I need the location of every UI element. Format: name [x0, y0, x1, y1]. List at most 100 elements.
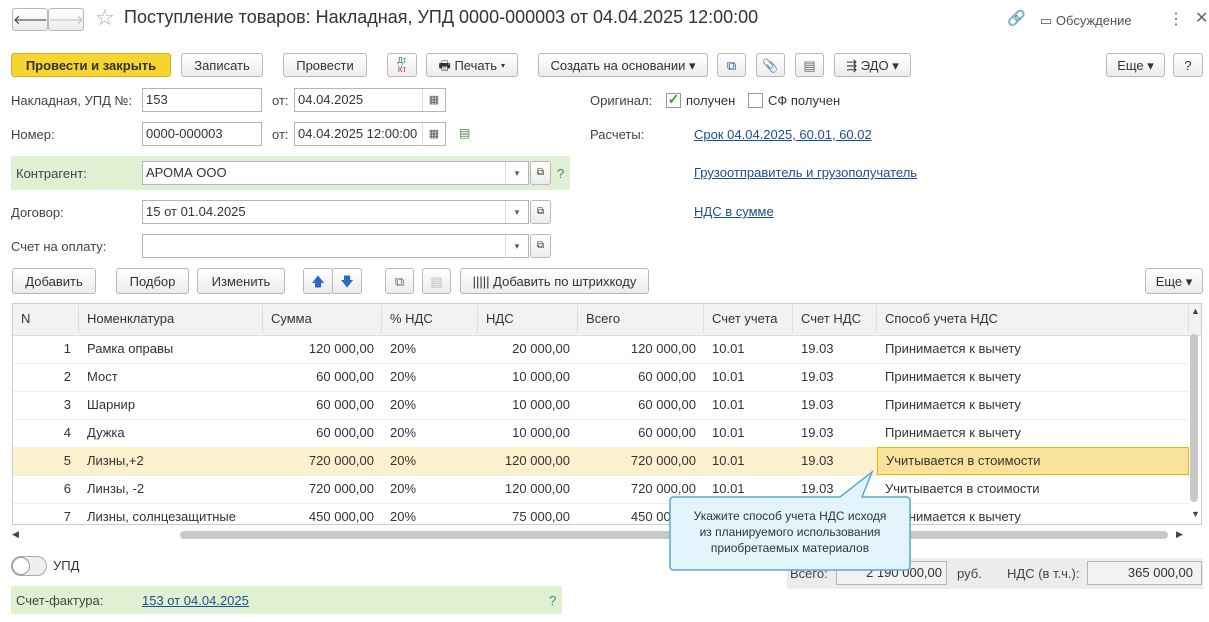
close-button[interactable]: ✕	[1195, 10, 1209, 27]
checkbox-label: получен	[686, 93, 736, 108]
more-button[interactable]: Еще ▾	[1106, 53, 1165, 77]
edit-button[interactable]: Изменить	[197, 268, 285, 294]
table-cell: 75 000,00	[512, 509, 570, 524]
table-row[interactable]: 1 Рамка оправы 120 000,00 20% 20 000,00 120 0…	[13, 335, 1189, 364]
dtkt-button[interactable]: Дт Кт	[387, 53, 417, 77]
v-scrollbar[interactable]	[1190, 334, 1198, 502]
table-cell: 19.03	[801, 341, 834, 356]
menu-dots[interactable]: ⋮	[1168, 11, 1184, 28]
table-cell: 10.01	[712, 369, 745, 384]
back-button[interactable]: 🡐	[12, 8, 48, 31]
date-input[interactable]: 04.04.2025 ▦	[294, 88, 446, 112]
edo-button[interactable]: ⇶ ЭДО ▾	[834, 53, 911, 77]
date-input[interactable]: 04.04.2025 12:00:00 ▦	[294, 122, 446, 146]
checkbox[interactable]: ✓	[666, 91, 681, 108]
input[interactable]: 15 от 01.04.2025 ▾	[142, 200, 529, 224]
tooltip-line: приобретаемых материалов	[710, 541, 870, 555]
favorite-star[interactable]: ☆	[95, 5, 115, 30]
column-header: Счет НДС	[793, 305, 877, 333]
forward-button[interactable]: 🡒	[48, 8, 84, 31]
help[interactable]: ?	[549, 593, 557, 608]
upd-toggle[interactable]	[11, 556, 47, 576]
paste-button[interactable]: ▤	[422, 268, 451, 294]
barcode-label: Добавить по штрихкоду	[493, 274, 637, 289]
calendar-icon[interactable]: ▦	[422, 89, 445, 111]
invoice-link[interactable]: 153 от 04.04.2025	[142, 593, 249, 608]
label: Счет на оплату:	[11, 239, 107, 254]
table-cell: 20%	[390, 397, 417, 412]
calendar-icon[interactable]: ▦	[422, 123, 445, 145]
barcode-button[interactable]: ||||| Добавить по штрихкоду	[460, 268, 649, 294]
table-cell: 19.03	[801, 425, 834, 440]
open-button[interactable]: ⧉	[530, 161, 551, 185]
help[interactable]: ?	[557, 166, 565, 181]
dropdown[interactable]: ▾	[505, 235, 528, 257]
list-button[interactable]: ▤	[795, 53, 824, 77]
open-button[interactable]: ⧉	[530, 200, 551, 224]
create-based-button[interactable]: Создать на основании ▾	[538, 53, 708, 77]
attach-button[interactable]: 📎	[756, 53, 785, 77]
shipper-link[interactable]: Грузоотправитель и грузополучатель	[694, 165, 918, 180]
table-cell: 60 000,00	[638, 369, 696, 384]
edo-label: ЭДО	[860, 58, 889, 73]
link-icon[interactable]: 🔗	[1007, 10, 1026, 27]
open-button[interactable]: ⧉	[530, 234, 551, 258]
table-cell: 60 000,00	[638, 425, 696, 440]
copy-button[interactable]: ⧉	[385, 268, 414, 294]
add-button[interactable]: Добавить	[12, 268, 96, 294]
print-button[interactable]: 🖶 Печать ▾	[426, 53, 518, 77]
scroll-left[interactable]: ◀	[12, 529, 19, 539]
table-row[interactable]: 5 Лизны,+2 720 000,00 20% 120 000,00 720 000,…	[13, 447, 1189, 476]
table-cell: 20%	[390, 341, 417, 356]
table-cell: 10.01	[712, 453, 745, 468]
input[interactable]: АРОМА ООО ▾	[142, 161, 529, 185]
table-row[interactable]: 6 Линзы, -2 720 000,00 20% 120 000,00 720 000…	[13, 475, 1189, 504]
table-cell: Дужка	[87, 425, 125, 440]
structure-button[interactable]: ⧉	[717, 53, 746, 77]
invoice-band	[11, 586, 562, 614]
dropdown[interactable]: ▾	[505, 201, 528, 223]
post-close-button[interactable]: Провести и закрыть	[11, 53, 171, 77]
table-cell: 20%	[390, 425, 417, 440]
vat-link[interactable]: НДС в сумме	[694, 204, 774, 219]
move-down-button[interactable]: 🡇	[332, 268, 362, 294]
save-button[interactable]: Записать	[181, 53, 263, 77]
table-cell: 10.01	[712, 425, 745, 440]
dropdown[interactable]: ▾	[505, 162, 528, 184]
input[interactable]: 0000-000003	[142, 122, 262, 146]
label: НДС (в т.ч.):	[1007, 566, 1080, 581]
post-button[interactable]: Провести	[283, 53, 367, 77]
discussion-label: Обсуждение	[1055, 13, 1132, 28]
label: Договор:	[11, 205, 64, 220]
table-cell: 2	[63, 369, 71, 384]
pick-button[interactable]: Подбор	[116, 268, 189, 294]
discussion[interactable]: ▭ Обсуждение	[1040, 13, 1132, 28]
column-header: Счет учета	[704, 305, 793, 333]
table-cell: 19.03	[801, 369, 834, 384]
table-row[interactable]: 4 Дужка 60 000,00 20% 10 000,00 60 000,00 10.0…	[13, 419, 1189, 448]
table-row[interactable]: 3 Шарнир 60 000,00 20% 10 000,00 60 000,00 10.…	[13, 391, 1189, 420]
table-more-button[interactable]: Еще ▾	[1145, 268, 1203, 294]
scroll-down[interactable]: ▼	[1191, 509, 1200, 519]
move-up-button[interactable]: 🡅	[303, 268, 333, 294]
table-cell: 720 000,00	[630, 481, 696, 496]
table-cell: 120 000,00	[504, 453, 570, 468]
table-cell: 10 000,00	[512, 369, 570, 384]
scroll-right[interactable]: ▶	[1176, 529, 1183, 539]
label: Оригинал:	[590, 93, 653, 108]
print-label: Печать	[454, 58, 498, 73]
table-row[interactable]: 2 Мост 60 000,00 20% 10 000,00 60 000,00 10.01…	[13, 363, 1189, 392]
checkbox[interactable]	[748, 93, 763, 108]
upd-label: УПД	[53, 558, 80, 573]
table-row[interactable]: 7 Лизны, солнцезащитные 450 000,00 20% 75 00…	[13, 503, 1189, 524]
input[interactable]: ▾	[142, 234, 529, 258]
settlements-link[interactable]: Срок 04.04.2025, 60.01, 60.02	[694, 127, 872, 142]
more-label: Еще	[1155, 274, 1183, 289]
table-cell: Принимается к вычету	[885, 397, 1021, 412]
table-cell: 6	[63, 481, 71, 496]
input[interactable]: 153	[142, 88, 262, 112]
scroll-up[interactable]: ▲	[1191, 306, 1200, 316]
doc-icon[interactable]: ▤	[459, 126, 471, 140]
help-button[interactable]: ?	[1173, 53, 1203, 77]
